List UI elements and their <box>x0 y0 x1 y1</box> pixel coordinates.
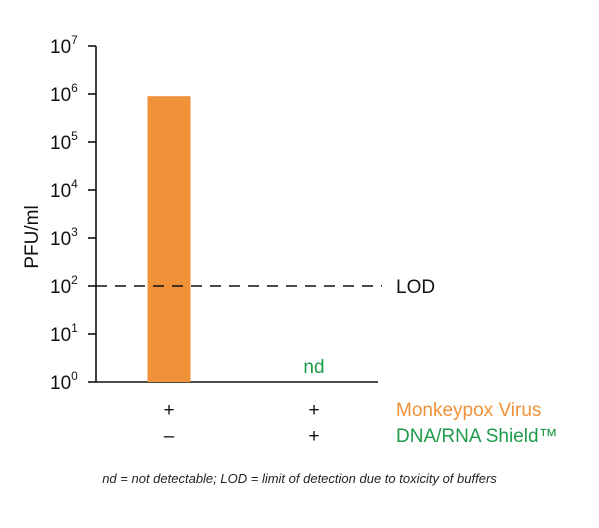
y-tick-label: 101 <box>50 321 78 346</box>
y-tick-label: 104 <box>50 177 78 202</box>
y-axis-title: PFU/ml <box>22 205 43 268</box>
monkeypox-sign: + <box>163 400 174 421</box>
y-tick-label: 102 <box>50 273 78 298</box>
condition-rows: + – + + Monkeypox Virus DNA/RNA Shield™ <box>163 400 557 447</box>
footnote-lod-def: = limit of detection due to toxicity of … <box>247 471 497 486</box>
y-tick-label: 100 <box>50 369 78 394</box>
footnote-lod-abbr: LOD <box>220 471 248 486</box>
y-tick-label: 107 <box>50 33 78 58</box>
not-detected-label: nd <box>303 357 324 378</box>
footnote: nd = not detectable; LOD = limit of dete… <box>0 471 599 486</box>
shield-sign: + <box>308 426 319 447</box>
y-tick-label: 103 <box>50 225 78 250</box>
bars: nd <box>147 96 325 383</box>
bar-monkeypox <box>147 96 191 383</box>
monkeypox-sign: + <box>308 400 319 421</box>
y-tick-label: 105 <box>50 129 78 154</box>
lod-reference: LOD <box>96 277 435 298</box>
footnote-nd-abbr: nd <box>102 471 117 486</box>
y-axis: 100 101 102 103 104 105 106 107 <box>50 33 378 394</box>
lod-label: LOD <box>396 277 435 298</box>
chart: 100 101 102 103 104 105 106 107 nd LOD + – + + Monk… <box>22 33 558 447</box>
shield-sign: – <box>164 426 175 447</box>
dna-rna-shield-label: DNA/RNA Shield™ <box>396 426 558 447</box>
y-tick-label: 106 <box>50 81 78 106</box>
footnote-nd-def: = not detectable; <box>116 471 221 486</box>
monkeypox-virus-label: Monkeypox Virus <box>396 400 541 421</box>
